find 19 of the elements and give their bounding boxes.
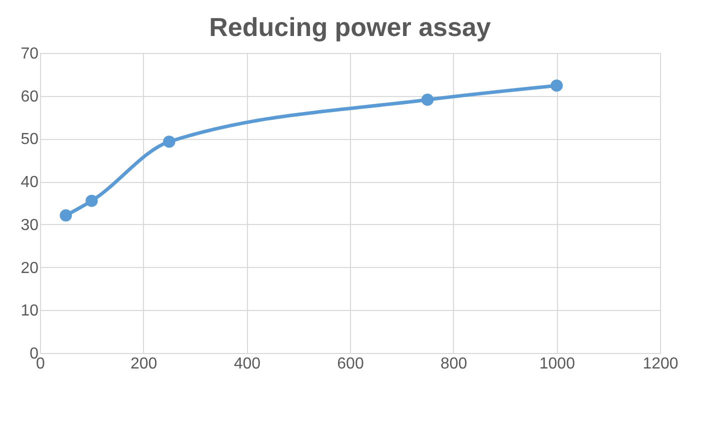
x-tick-label: 800 — [440, 356, 468, 372]
x-tick-label: 400 — [234, 356, 261, 372]
x-tick-label: 1200 — [642, 356, 678, 372]
point — [60, 209, 72, 222]
point — [163, 136, 176, 148]
y-tick-label: 30 — [20, 216, 39, 234]
point — [550, 79, 563, 92]
y-tick-label: 20 — [20, 260, 39, 277]
x-tick-label: 200 — [130, 356, 158, 372]
chart-title: Reducing power assay — [209, 12, 492, 42]
y-tick-label: 50 — [20, 131, 39, 148]
x-tick-label: 1000 — [539, 356, 576, 372]
x-tick-label: 600 — [337, 356, 364, 372]
y-tick-label: 40 — [20, 174, 39, 192]
point — [421, 94, 434, 106]
y-tick-label: 60 — [20, 88, 39, 106]
y-tick-label: 10 — [20, 302, 39, 320]
point — [86, 194, 98, 207]
y-tick-label: 70 — [20, 46, 39, 62]
